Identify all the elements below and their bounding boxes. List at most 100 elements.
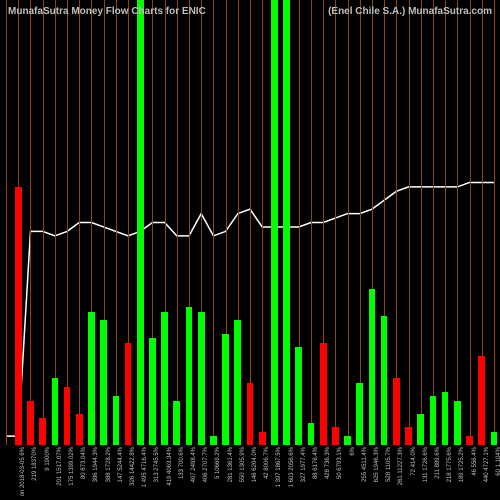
x-label: 50 6793.1% [337,447,343,479]
bar [405,427,412,445]
bar [356,383,363,445]
x-label: 261 11227.3% [398,447,404,485]
grid-line [470,0,471,445]
x-label: 388 1728.2% [106,447,112,482]
x-label: 327 1977.4% [301,447,307,482]
bar [283,0,290,445]
bar [308,423,315,445]
header-left: MunafaSutra Money Flow Charts for ENIC [8,6,206,17]
x-axis-labels: on 2018-03-05 6% 219 18370% 9 1900% 201 151… [0,445,500,500]
bar [15,187,22,445]
grid-line [360,0,361,445]
x-label: 406 2707.7% [203,447,209,482]
x-label: 133 700.6% [179,447,185,479]
bar [149,338,156,445]
x-label: 175 1399.02% [69,447,75,486]
x-label: 201 1517.07% [57,447,63,486]
x-label: 88 6176.4% [313,447,319,479]
chart-header: MunafaSutra Money Flow Charts for ENIC (… [0,6,500,17]
x-label: 147 5244.4% [118,447,124,482]
money-flow-chart: MunafaSutra Money Flow Charts for ENIC (… [0,0,500,500]
bar [271,0,278,445]
x-label: 386 1944.3% [93,447,99,482]
bar [76,414,83,445]
grid-line [30,0,31,445]
x-label: 1 397 1867.5% [276,447,282,487]
bar [88,312,95,446]
bar [161,312,168,446]
plot-area [0,0,500,445]
grid-line [335,0,336,445]
grid-line [494,0,495,445]
header-right: (Enel Chile S.A.) MunafaSutra.com [328,6,492,17]
bar [478,356,485,445]
bar [198,312,205,446]
x-label: 407 2498.4% [191,447,197,482]
x-label: 326 14422.8% [130,447,136,486]
x-label: 419 4063.34% [167,447,173,486]
x-label: 60 1.104% [496,447,500,476]
bar [466,436,473,445]
x-label: on 2018-03-05 6% [20,447,26,496]
x-label: 6% [350,447,356,456]
grid-line [311,0,312,445]
grid-line [177,0,178,445]
bar [27,401,34,446]
grid-line [421,0,422,445]
bar [247,383,254,445]
x-label: 46 556.4% [472,447,478,476]
grid-line [348,0,349,445]
bar [369,289,376,445]
bar [222,334,229,445]
bar [430,396,437,445]
x-label: 218 1775.6% [447,447,453,482]
x-label: 211 889.6% [435,447,441,479]
bar [210,436,217,445]
x-label: 219 18370% [32,447,38,481]
x-label: 9 1900% [45,447,51,471]
bar [100,320,107,445]
x-label: 528 1105.7% [386,447,392,482]
x-label: 5 10669.2% [215,447,221,479]
x-label: 146 6204.0% [252,447,258,482]
bar [234,320,241,445]
x-label: 80 873.04% [81,447,87,479]
grid-line [67,0,68,445]
bar [39,418,46,445]
bar [344,436,351,445]
bar [113,396,120,445]
bar [64,387,71,445]
grid-line [213,0,214,445]
grid-line [6,0,7,445]
x-label: 42 8006.7% [264,447,270,479]
bar [295,347,302,445]
bar [491,432,498,445]
bar [320,343,327,445]
grid-line [445,0,446,445]
bar [137,0,144,445]
bar [381,316,388,445]
bar [125,343,132,445]
bar [393,378,400,445]
bar [332,427,339,445]
grid-line [409,0,410,445]
x-label: 550 1305.9% [240,447,246,482]
grid-line [433,0,434,445]
x-label: 1 603 2056.6% [289,447,295,487]
bar [259,432,266,445]
bar [186,307,193,445]
x-label: 131 1726.6% [423,447,429,482]
grid-line [79,0,80,445]
x-label: 440 4727.1% [484,447,490,482]
x-label: 625 1946.3% [374,447,380,482]
grid-line [457,0,458,445]
x-label: 72 414.0% [411,447,417,476]
grid-line [43,0,44,445]
x-label: 189 1725.2% [459,447,465,482]
grid-line [262,0,263,445]
bar [173,401,180,446]
bar [442,392,449,445]
bar [454,401,461,446]
bar [52,378,59,445]
x-label: 313 2745.5% [154,447,160,482]
